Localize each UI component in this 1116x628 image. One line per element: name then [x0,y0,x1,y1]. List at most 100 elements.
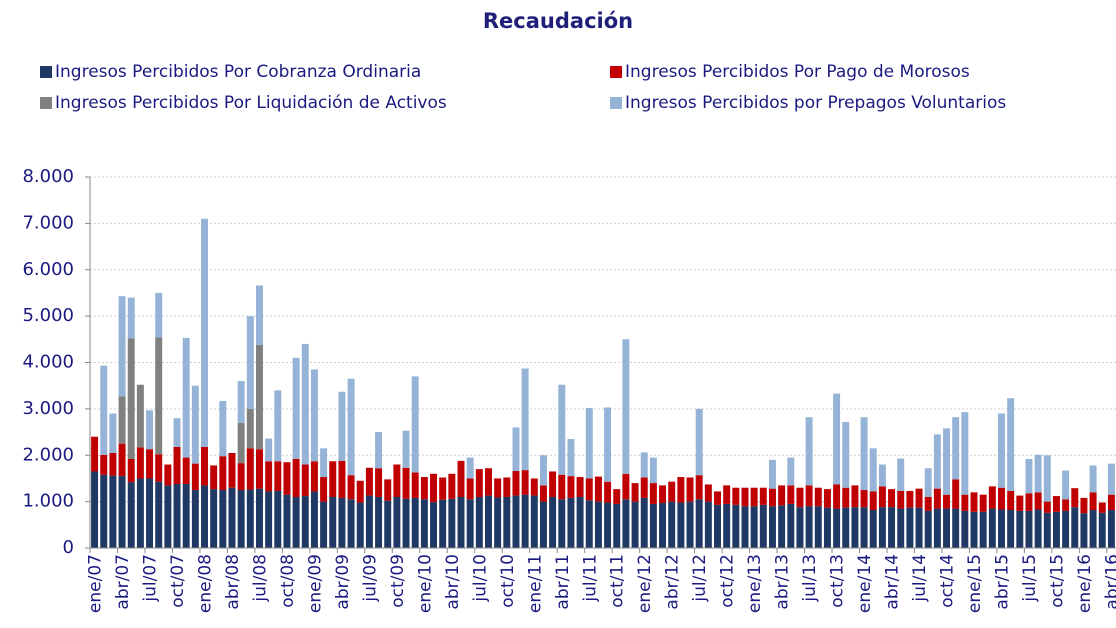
x-tick-label: jul/13 [800,554,820,603]
bar-segment [503,477,511,497]
legend-label: Ingresos Percibidos Por Pago de Morosos [625,62,970,82]
bar-segment [393,496,401,548]
bar-segment [805,485,813,507]
bar-segment [219,490,227,548]
bar-segment [1052,511,1060,548]
bar-segment [127,297,135,339]
x-tick-label: oct/13 [828,554,848,608]
bar-segment [237,490,245,548]
bar-segment [301,496,309,548]
bar-segment [1025,493,1033,511]
x-tick-label: jul/09 [360,554,380,603]
bar-segment [411,472,419,498]
bar-segment [118,296,126,397]
bar-segment [860,507,868,548]
bar-segment [558,384,566,475]
bar-segment [109,452,117,476]
bar-segment [924,510,932,548]
x-tick-label: jul/15 [1020,554,1040,603]
bar-segment [823,507,831,548]
bar-segment [1007,398,1015,491]
bar-segment [164,464,172,486]
bar-segment [933,488,941,509]
bar-segment [549,496,557,548]
bar-segment [567,439,575,477]
bar-segment [750,487,758,507]
bar-segment [173,418,181,447]
bar-segment [466,499,474,548]
bar-segment [530,495,538,548]
bar-segment [659,503,667,548]
bar-segment [970,492,978,512]
bar-segment [265,491,273,548]
bar-segment [246,408,254,449]
bar-segment [988,508,996,548]
bar-segment [778,485,786,506]
bar-segment [640,477,648,498]
bar-segment [842,507,850,548]
bar-segment [283,494,291,548]
bar-segment [292,357,300,459]
bar-segment [457,460,465,497]
bar-segment [310,461,318,492]
bar-segment [594,476,602,502]
bar-segment [292,496,300,548]
bar-segment [146,449,154,479]
y-tick-label: 3.000 [22,398,74,419]
legend-label: Ingresos Percibidos por Prepagos Volunta… [625,93,1006,113]
bar-segment [320,501,328,548]
bar-segment [338,497,346,548]
bar-segment [274,490,282,548]
y-tick-label: 7.000 [22,212,74,233]
x-tick-label: jul/14 [910,554,930,603]
bar-segment [1034,454,1042,493]
bar-segment [246,489,254,548]
legend-swatch [610,66,622,78]
bar-segment [201,446,208,486]
bar-segment [622,473,630,500]
bar-segment [888,507,896,548]
bar-segment [659,485,667,504]
bar-segment [1080,513,1088,548]
bar-segment [512,427,520,472]
bar-segment [210,489,218,548]
bar-segment [906,490,914,508]
x-tick-label: ene/13 [745,554,765,613]
bar-segment [604,407,612,482]
bar-segment [118,396,126,444]
bar-segment [878,464,886,487]
bar-segment [933,434,941,489]
bar-segment [695,499,703,548]
bar-segment [228,487,236,548]
bar-segment [1062,499,1070,511]
legend-label: Ingresos Percibidos Por Liquidación de A… [55,93,447,113]
bar-segment [512,495,520,548]
bar-segment [787,485,795,504]
bar-segment [255,488,263,548]
bar-segment [420,499,428,548]
bar-segment [384,500,392,548]
x-tick-label: ene/11 [525,554,545,613]
bar-segment [512,471,520,496]
bar-segment [375,468,383,497]
bar-segment [613,489,621,504]
bar-segment [1098,512,1106,548]
bar-segment [723,485,731,504]
bar-segment [961,510,969,548]
bar-segment [851,507,859,548]
bar-segment [1043,501,1051,513]
x-tick-label: abr/08 [223,554,243,610]
bar-segment [1043,512,1051,548]
bar-segment [411,497,419,548]
bar-segment [191,463,199,491]
bar-segment [393,464,401,497]
bar-segment [622,499,630,548]
bar-segment [466,478,474,500]
bar-segment [228,452,236,488]
x-tick-label: oct/14 [938,554,958,608]
x-tick-label: ene/16 [1075,554,1095,613]
legend-label: Ingresos Percibidos Por Cobranza Ordinar… [55,62,421,82]
y-tick-label: 8.000 [22,166,74,187]
bar-segment [897,508,905,548]
